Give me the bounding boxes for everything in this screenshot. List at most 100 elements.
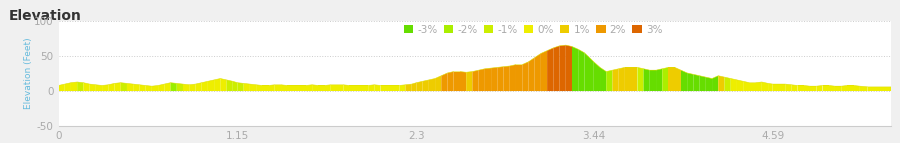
Polygon shape	[368, 85, 374, 91]
Polygon shape	[319, 86, 325, 91]
Polygon shape	[779, 84, 785, 91]
Polygon shape	[214, 79, 220, 91]
Polygon shape	[393, 86, 400, 91]
Polygon shape	[491, 67, 498, 91]
Polygon shape	[547, 48, 553, 91]
Polygon shape	[121, 83, 127, 91]
Polygon shape	[656, 69, 662, 91]
Polygon shape	[325, 85, 331, 91]
Polygon shape	[541, 51, 547, 91]
Polygon shape	[95, 85, 102, 91]
Polygon shape	[594, 62, 600, 91]
Polygon shape	[287, 86, 293, 91]
Polygon shape	[417, 81, 423, 91]
Polygon shape	[435, 76, 441, 91]
Polygon shape	[472, 70, 479, 91]
Polygon shape	[114, 83, 121, 91]
Polygon shape	[454, 72, 460, 91]
Polygon shape	[362, 86, 368, 91]
Polygon shape	[731, 79, 737, 91]
Text: Elevation: Elevation	[9, 9, 82, 23]
Polygon shape	[829, 86, 835, 91]
Polygon shape	[58, 84, 65, 91]
Polygon shape	[195, 83, 202, 91]
Polygon shape	[669, 67, 675, 91]
Polygon shape	[102, 85, 108, 91]
Polygon shape	[441, 73, 447, 91]
Polygon shape	[724, 77, 731, 91]
Polygon shape	[876, 87, 883, 91]
Polygon shape	[631, 67, 637, 91]
Polygon shape	[312, 85, 319, 91]
Polygon shape	[460, 72, 466, 91]
Polygon shape	[244, 83, 250, 91]
Polygon shape	[133, 84, 140, 91]
Polygon shape	[761, 82, 768, 91]
Polygon shape	[835, 86, 842, 91]
Polygon shape	[768, 83, 773, 91]
Polygon shape	[233, 81, 238, 91]
Polygon shape	[662, 67, 669, 91]
Polygon shape	[860, 86, 868, 91]
Polygon shape	[516, 65, 522, 91]
Polygon shape	[152, 86, 158, 91]
Polygon shape	[300, 86, 306, 91]
Polygon shape	[712, 76, 718, 91]
Polygon shape	[158, 84, 165, 91]
Polygon shape	[238, 83, 244, 91]
Polygon shape	[650, 70, 656, 91]
Polygon shape	[681, 70, 688, 91]
Polygon shape	[637, 67, 643, 91]
Polygon shape	[183, 84, 189, 91]
Polygon shape	[718, 76, 724, 91]
Polygon shape	[560, 45, 566, 91]
Polygon shape	[140, 85, 146, 91]
Polygon shape	[625, 67, 631, 91]
Polygon shape	[381, 86, 387, 91]
Polygon shape	[816, 86, 823, 91]
Polygon shape	[848, 86, 854, 91]
Polygon shape	[509, 65, 516, 91]
Polygon shape	[498, 67, 503, 91]
Polygon shape	[337, 85, 343, 91]
Polygon shape	[400, 85, 406, 91]
Polygon shape	[503, 66, 509, 91]
Polygon shape	[737, 80, 743, 91]
Polygon shape	[306, 85, 312, 91]
Polygon shape	[84, 83, 90, 91]
Polygon shape	[842, 86, 848, 91]
Polygon shape	[227, 80, 233, 91]
Polygon shape	[331, 85, 337, 91]
Legend: -3%, -2%, -1%, 0%, 1%, 2%, 3%: -3%, -2%, -1%, 0%, 1%, 2%, 3%	[403, 25, 662, 35]
Polygon shape	[485, 68, 491, 91]
Polygon shape	[535, 53, 541, 91]
Polygon shape	[349, 86, 356, 91]
Polygon shape	[165, 83, 170, 91]
Polygon shape	[522, 62, 528, 91]
Polygon shape	[256, 85, 262, 91]
Polygon shape	[274, 85, 281, 91]
Polygon shape	[868, 87, 876, 91]
Polygon shape	[607, 70, 613, 91]
Polygon shape	[250, 84, 256, 91]
Polygon shape	[108, 83, 114, 91]
Polygon shape	[208, 80, 214, 91]
Polygon shape	[584, 53, 594, 91]
Polygon shape	[176, 83, 183, 91]
Polygon shape	[479, 69, 485, 91]
Polygon shape	[554, 46, 560, 91]
Polygon shape	[743, 81, 750, 91]
Polygon shape	[65, 83, 71, 91]
Polygon shape	[693, 74, 699, 91]
Polygon shape	[854, 86, 859, 91]
Polygon shape	[572, 46, 578, 91]
Polygon shape	[411, 83, 417, 91]
Polygon shape	[356, 86, 362, 91]
Polygon shape	[127, 83, 133, 91]
Polygon shape	[528, 58, 535, 91]
Polygon shape	[220, 79, 227, 91]
Polygon shape	[823, 86, 829, 91]
Polygon shape	[618, 67, 625, 91]
Polygon shape	[406, 84, 411, 91]
Polygon shape	[578, 49, 584, 91]
